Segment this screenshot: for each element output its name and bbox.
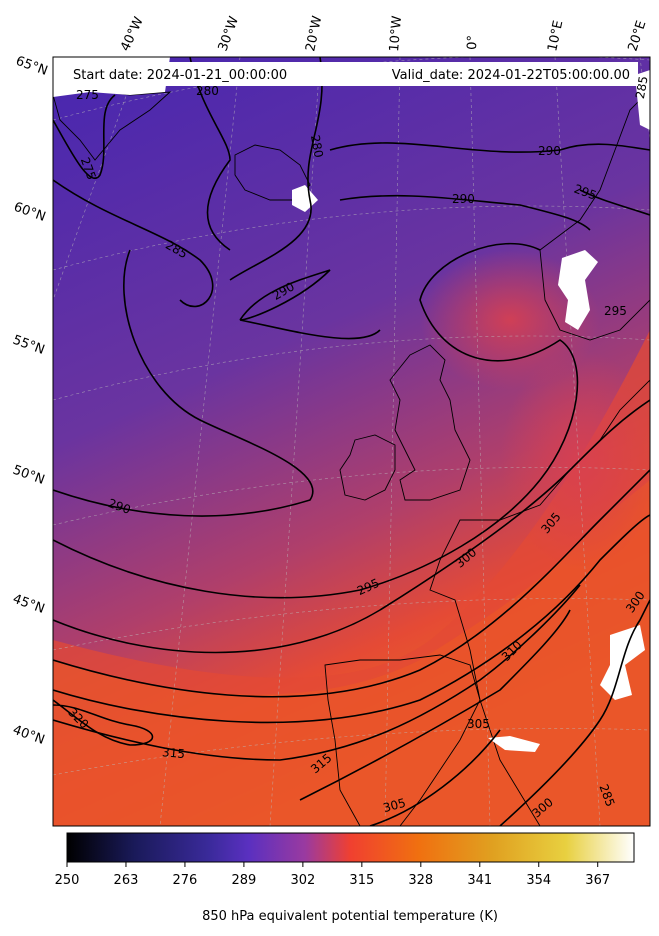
contour-310 <box>53 514 650 724</box>
colorbar-tick-label: 315 <box>349 873 374 888</box>
contour-label: 280 <box>308 134 326 159</box>
contour-label: 290 <box>538 144 561 158</box>
contour-275 <box>53 94 116 179</box>
lat-label: 50°N <box>11 463 47 488</box>
contour-285b <box>229 57 323 281</box>
contour-315 <box>53 584 581 761</box>
colorbar-tick-label: 341 <box>467 873 492 888</box>
lat-label: 65°N <box>14 54 50 79</box>
contour-label: 295 <box>604 304 627 318</box>
contour-290d <box>339 194 591 231</box>
contour-label: 305 <box>381 796 407 815</box>
lat-label: 55°N <box>11 333 47 358</box>
lon-label: 20°W <box>303 14 325 52</box>
colorbar-tick-label: 276 <box>173 873 198 888</box>
map-border <box>52 56 651 827</box>
lon-label: 0° <box>465 35 481 50</box>
contours <box>53 57 650 826</box>
contour-label: 315 <box>162 745 186 761</box>
map-panel: 275 275 280 280 285 290 290 290 290 295 … <box>53 57 650 826</box>
contour-315b <box>299 609 571 801</box>
colorbar-tick-label: 289 <box>231 873 256 888</box>
contour-295 <box>53 242 579 599</box>
latitude-labels: 65°N 60°N 55°N 50°N 45°N 40°N <box>11 54 50 748</box>
contour-300 <box>53 399 650 654</box>
warm-pool-shading-2 <box>500 350 650 570</box>
contour-305 <box>53 469 650 698</box>
contour-label: 275 <box>76 88 99 102</box>
contour-label: 290 <box>452 192 475 206</box>
contour-290b <box>239 269 381 340</box>
contour-290 <box>53 249 314 517</box>
contour-280 <box>189 57 231 251</box>
warm-pool-shading <box>420 250 600 390</box>
ireland-coast <box>339 434 396 501</box>
lon-label: 10°W <box>387 15 405 52</box>
contour-300b <box>499 599 650 826</box>
colorbar-tick-label: 302 <box>290 873 315 888</box>
lat-label: 60°N <box>12 200 48 225</box>
colorbar <box>66 832 635 863</box>
contour-285 <box>53 179 214 308</box>
contour-320 <box>53 699 154 746</box>
contour-305b <box>369 729 501 826</box>
colorbar-label: 850 hPa equivalent potential temperature… <box>202 909 498 924</box>
colorbar-tick-label: 367 <box>585 873 610 888</box>
lon-label: 20°E <box>626 19 650 53</box>
colorbar-tick-label: 328 <box>408 873 433 888</box>
contour-295b <box>579 189 650 216</box>
longitude-labels: 40°W 30°W 20°W 10°W 0° 10°E 20°E <box>118 14 649 53</box>
lon-label: 10°E <box>545 19 566 53</box>
valid-date-label: Valid_date: 2024-01-22T05:00:00.00 <box>392 68 630 83</box>
colorbar-tick-label: 250 <box>55 873 80 888</box>
british-isles-coast <box>389 344 471 501</box>
lat-label: 45°N <box>11 592 47 617</box>
contour-label: 280 <box>196 84 219 98</box>
colorbar-tick-label: 354 <box>526 873 551 888</box>
colorbar-ticks: 250 263 276 289 302 315 328 341 354 367 <box>55 862 610 888</box>
start-date-label: Start date: 2024-01-21_00:00:00 <box>73 68 287 83</box>
lon-label: 30°W <box>216 14 242 53</box>
norway-coast <box>539 89 650 341</box>
lat-label: 40°N <box>11 723 47 748</box>
europe-coast <box>429 379 650 826</box>
colorbar-tick-label: 263 <box>114 873 139 888</box>
lon-label: 40°W <box>118 15 147 54</box>
iberia-coast <box>324 654 481 826</box>
contour-label: 305 <box>467 717 490 731</box>
date-header-box <box>64 62 638 86</box>
contour-290c <box>329 142 650 153</box>
